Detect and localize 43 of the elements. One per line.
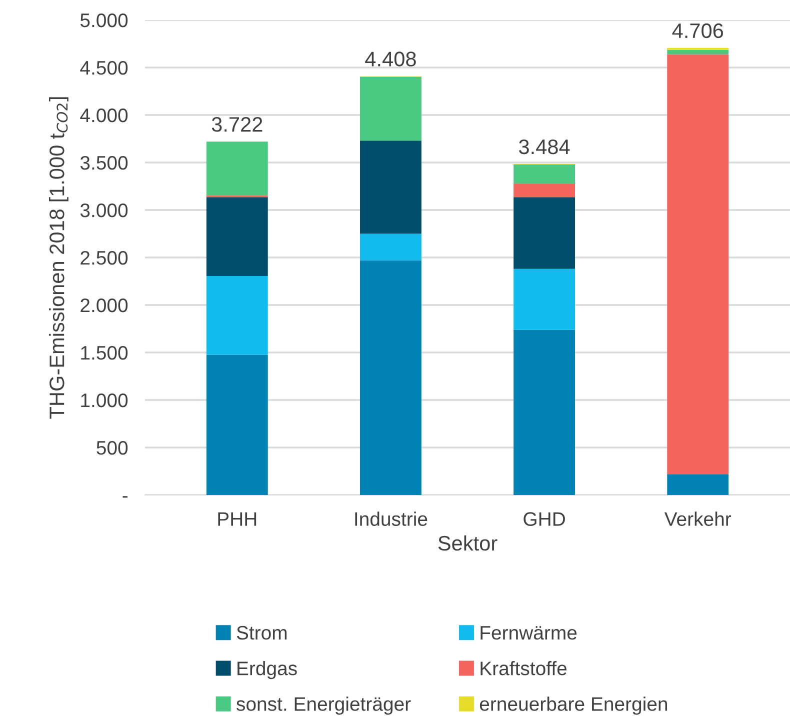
y-axis-title: THG-Emissionen 2018 [1.000 t$_{CO2}$] xyxy=(48,97,68,419)
bar xyxy=(206,276,268,355)
legend-label: sonst. Energieträger xyxy=(236,696,411,715)
x-axis-title: Sektor xyxy=(438,535,498,551)
legend-label: Erdgas xyxy=(238,661,297,680)
x-tick-label: PHH xyxy=(218,512,256,526)
y-tick-label: 3.000 xyxy=(80,203,128,218)
y-tick-label: 4.000 xyxy=(80,108,128,122)
y-tick-label: 4.500 xyxy=(80,60,128,75)
legend-label: Fernwärme xyxy=(480,626,577,640)
bar xyxy=(206,354,268,495)
y-tick-label: 1.000 xyxy=(81,393,128,408)
x-tick-label: Verkehr xyxy=(664,512,732,526)
bar xyxy=(514,183,575,198)
total-label: 3.484 xyxy=(519,139,570,154)
y-tick-label: 2.000 xyxy=(80,298,128,312)
bar xyxy=(667,54,729,474)
bar xyxy=(206,142,268,196)
total-label: 4.408 xyxy=(365,52,416,66)
total-label: 4.706 xyxy=(672,23,724,38)
bar xyxy=(514,164,575,184)
y-tick-label: 500 xyxy=(96,440,128,455)
y-tick-label: - xyxy=(122,496,128,498)
bar xyxy=(667,474,729,495)
y-tick-label: 2.500 xyxy=(80,250,128,265)
bar xyxy=(360,234,422,260)
legend-label: erneuerbare Energien xyxy=(480,696,668,715)
y-tick-label: 5.000 xyxy=(80,13,128,28)
total-label: 3.722 xyxy=(212,117,262,132)
legend-label: Strom xyxy=(236,626,287,640)
bar xyxy=(206,197,268,276)
y-tick-label: 3.500 xyxy=(80,156,128,170)
bar xyxy=(514,330,575,495)
bar xyxy=(360,77,422,141)
bar xyxy=(360,140,422,234)
x-tick-label: GHD xyxy=(524,512,565,526)
bar xyxy=(667,50,729,54)
y-tick-label: 1.500 xyxy=(81,346,128,360)
legend-label: Kraftstoffe xyxy=(480,661,567,676)
bar xyxy=(514,268,575,330)
x-tick-label: Industrie xyxy=(355,512,428,526)
bar xyxy=(360,260,422,495)
bar xyxy=(514,197,575,269)
